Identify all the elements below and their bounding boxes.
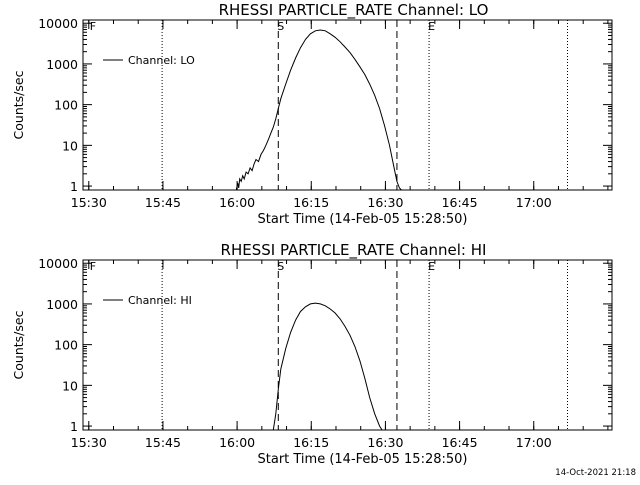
y-tick-label: 10000 bbox=[38, 256, 78, 271]
x-tick-label: 16:45 bbox=[442, 435, 478, 450]
y-tick-label: 10 bbox=[62, 138, 78, 153]
x-tick-label: 17:00 bbox=[516, 195, 552, 210]
chart-title: RHESSI PARTICLE_RATE Channel: LO bbox=[219, 1, 489, 20]
chart-title: RHESSI PARTICLE_RATE Channel: HI bbox=[221, 241, 487, 260]
y-tick-label: 1 bbox=[70, 419, 78, 434]
legend-label: Channel: LO bbox=[128, 54, 195, 67]
x-tick-label: 15:30 bbox=[71, 195, 107, 210]
x-tick-label: 16:30 bbox=[367, 195, 403, 210]
event-marker-s: S bbox=[277, 260, 284, 273]
y-tick-label: 1000 bbox=[46, 297, 78, 312]
panel-lo: RHESSI PARTICLE_RATE Channel: LO 15:30 15:… bbox=[11, 1, 613, 227]
y-tick-label: 1 bbox=[70, 179, 78, 194]
event-marker-s: S bbox=[277, 20, 284, 33]
x-axis-label: Start Time (14-Feb-05 15:28:50) bbox=[258, 452, 468, 467]
y-tick-label: 10 bbox=[62, 378, 78, 393]
timestamp: 14-Oct-2021 21:18 bbox=[555, 468, 636, 478]
x-tick-label: 15:45 bbox=[145, 435, 181, 450]
y-tick-label: 1000 bbox=[46, 57, 78, 72]
y-tick-label: 100 bbox=[54, 98, 78, 113]
x-tick-label: 16:00 bbox=[219, 435, 255, 450]
series-line-lo bbox=[235, 29, 402, 191]
x-axis-label: Start Time (14-Feb-05 15:28:50) bbox=[258, 212, 468, 227]
x-tick-label: 16:45 bbox=[442, 195, 478, 210]
series-line-hi bbox=[272, 302, 383, 431]
x-tick-label: 15:30 bbox=[71, 435, 107, 450]
y-tick-label: 100 bbox=[54, 338, 78, 353]
y-axis-label: Counts/sec bbox=[11, 310, 26, 379]
panel-hi: RHESSI PARTICLE_RATE Channel: HI 15:30 15:… bbox=[11, 241, 613, 467]
x-tick-label: 16:00 bbox=[219, 195, 255, 210]
x-tick-label: 16:30 bbox=[367, 435, 403, 450]
event-marker-e: E bbox=[428, 20, 435, 33]
y-axis-label: Counts/sec bbox=[11, 70, 26, 139]
x-tick-label: 15:45 bbox=[145, 195, 181, 210]
event-marker-f: F bbox=[90, 260, 96, 273]
event-marker-f: F bbox=[90, 20, 96, 33]
legend-label: Channel: HI bbox=[128, 294, 192, 307]
x-tick-label: 16:15 bbox=[293, 435, 329, 450]
x-tick-label: 17:00 bbox=[516, 435, 552, 450]
x-tick-label: 16:15 bbox=[293, 195, 329, 210]
event-marker-e: E bbox=[428, 260, 435, 273]
y-tick-label: 10000 bbox=[38, 16, 78, 31]
